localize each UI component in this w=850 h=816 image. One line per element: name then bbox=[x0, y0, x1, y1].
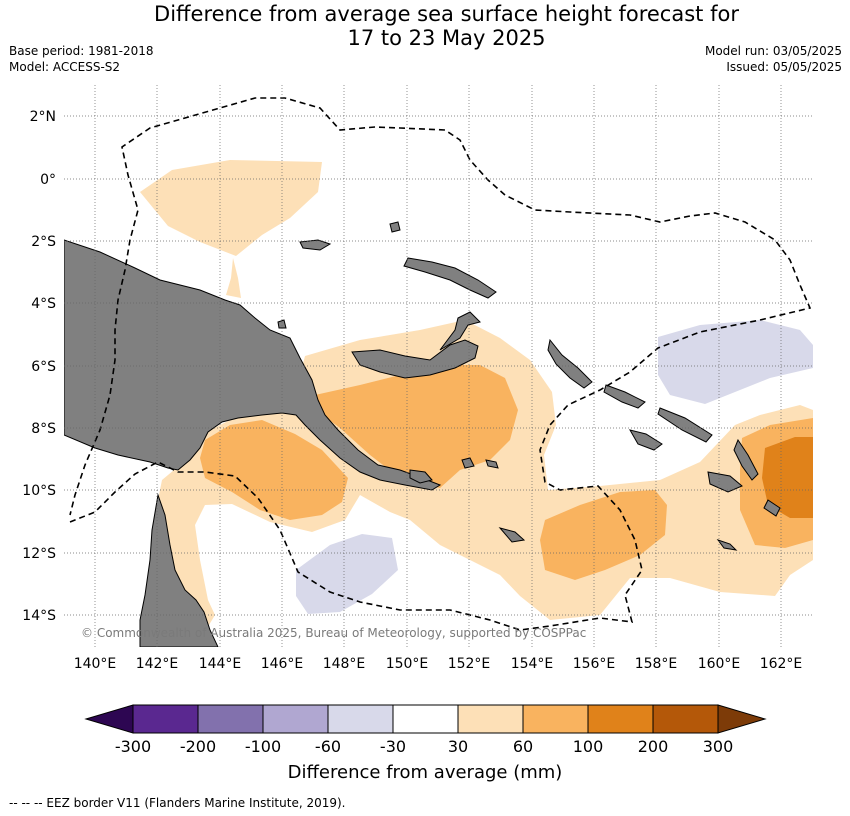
colorbar-tick: -60 bbox=[315, 737, 341, 756]
contour-strong-far-east bbox=[762, 437, 813, 518]
lat-label: 14°S bbox=[22, 608, 56, 624]
solomon-island-a bbox=[603, 384, 646, 409]
lon-label: 146°E bbox=[261, 656, 304, 672]
contour-moderate-west bbox=[200, 420, 348, 520]
colorbar-tick: 60 bbox=[513, 737, 533, 756]
colorbar-bin bbox=[262, 704, 329, 734]
lat-label: 10°S bbox=[22, 483, 56, 499]
contour-negative-coral-sea bbox=[296, 534, 398, 614]
colorbar-extend-high bbox=[717, 704, 767, 734]
longitude-labels: 140°E 142°E 144°E 146°E 148°E 150°E 152°… bbox=[74, 656, 803, 672]
islet-c bbox=[461, 457, 475, 469]
map-area bbox=[64, 97, 813, 647]
lon-label: 154°E bbox=[511, 656, 554, 672]
lat-label: 8°S bbox=[31, 421, 56, 437]
contour-moderate-central bbox=[315, 365, 518, 488]
lon-label: 148°E bbox=[323, 656, 366, 672]
colorbar-tick: -30 bbox=[380, 737, 406, 756]
map-figure: 2°N 0° 2°S 4°S 6°S 8°S 10°S 12°S 14°S 14… bbox=[22, 85, 813, 783]
colorbar-tick: 100 bbox=[573, 737, 604, 756]
islet-b bbox=[277, 319, 287, 329]
issued-date: Issued: 05/05/2025 bbox=[726, 60, 842, 74]
lon-label: 142°E bbox=[136, 656, 179, 672]
vanuatu-island-c bbox=[763, 499, 781, 517]
solomon-island-c bbox=[628, 429, 663, 451]
new-ireland-island bbox=[403, 257, 497, 299]
lat-label: 6°S bbox=[31, 359, 56, 375]
lon-label: 156°E bbox=[573, 656, 616, 672]
new-britain-island bbox=[439, 311, 481, 351]
colorbar-tick: 200 bbox=[638, 737, 669, 756]
contour-positive-north bbox=[140, 160, 322, 256]
louisiade-islands bbox=[498, 527, 526, 543]
colorbar-extend-low bbox=[84, 704, 134, 734]
colorbar-bin bbox=[327, 704, 394, 734]
huon-peninsula bbox=[351, 339, 479, 379]
title-line-2: 17 to 23 May 2025 bbox=[347, 26, 546, 50]
new-guinea-land bbox=[64, 239, 442, 491]
dentrecasteaux-islands bbox=[409, 469, 433, 484]
islet-d bbox=[716, 539, 738, 551]
colorbar-bin bbox=[392, 704, 459, 734]
colorbar-tick: -100 bbox=[245, 737, 281, 756]
latitude-labels: 2°N 0° 2°S 4°S 6°S 8°S 10°S 12°S 14°S bbox=[22, 109, 56, 624]
meta-left: Base period: 1981-2018 Model: ACCESS-S2 bbox=[9, 43, 154, 75]
lon-label: 158°E bbox=[635, 656, 678, 672]
islet-e bbox=[485, 459, 499, 469]
map-title: Difference from average sea surface heig… bbox=[0, 2, 850, 50]
colorbar-tick: 300 bbox=[703, 737, 734, 756]
lat-label: 4°S bbox=[31, 296, 56, 312]
copyright-notice: © Commonwealth of Australia 2025, Bureau… bbox=[81, 626, 586, 640]
contour-positive-sliver bbox=[226, 258, 241, 298]
model-name: Model: ACCESS-S2 bbox=[9, 60, 121, 74]
colorbar-title: Difference from average (mm) bbox=[288, 762, 563, 783]
title-line-1: Difference from average sea surface heig… bbox=[154, 2, 739, 26]
colorbar-tick: 30 bbox=[448, 737, 468, 756]
lon-label: 162°E bbox=[760, 656, 803, 672]
islet-a bbox=[389, 221, 401, 233]
eez-border bbox=[69, 97, 812, 631]
solomon-island-b bbox=[657, 407, 713, 443]
gridlines bbox=[64, 85, 813, 647]
colorbar-bin bbox=[197, 704, 264, 734]
base-period: Base period: 1981-2018 bbox=[9, 44, 154, 58]
colorbar-bin bbox=[132, 704, 199, 734]
lon-label: 160°E bbox=[698, 656, 741, 672]
colorbar-bin bbox=[457, 704, 524, 734]
manus-island bbox=[299, 239, 332, 251]
lat-label: 12°S bbox=[22, 546, 56, 562]
lat-label: 2°S bbox=[31, 234, 56, 250]
lat-label: 2°N bbox=[30, 109, 56, 125]
model-run: Model run: 03/05/2025 bbox=[704, 44, 842, 58]
meta-right: Model run: 03/05/2025 Issued: 05/05/2025 bbox=[705, 43, 842, 75]
cape-york-land bbox=[139, 493, 219, 647]
vanuatu-island-a bbox=[733, 438, 759, 481]
colorbar-legend: -300 -200 -100 -60 -30 30 60 100 200 300… bbox=[84, 704, 767, 783]
contour-negative-east bbox=[658, 320, 813, 404]
lon-label: 144°E bbox=[199, 656, 242, 672]
eez-footnote: -- -- -- EEZ border V11 (Flanders Marine… bbox=[9, 796, 346, 810]
colorbar-tick: -300 bbox=[115, 737, 151, 756]
lat-label: 0° bbox=[40, 172, 56, 188]
colorbar-bin bbox=[652, 704, 719, 734]
lon-label: 150°E bbox=[386, 656, 429, 672]
lon-label: 152°E bbox=[448, 656, 491, 672]
contour-moderate-southeast bbox=[540, 490, 667, 580]
lon-label: 140°E bbox=[74, 656, 117, 672]
colorbar-tick: -200 bbox=[180, 737, 216, 756]
colorbar-bin bbox=[522, 704, 589, 734]
vanuatu-island-b bbox=[707, 471, 743, 493]
bougainville-island bbox=[547, 338, 593, 389]
colorbar-bin bbox=[587, 704, 654, 734]
